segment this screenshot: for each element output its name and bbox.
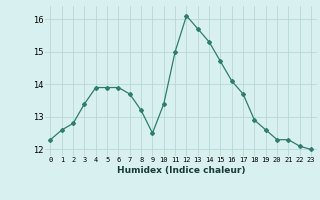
X-axis label: Humidex (Indice chaleur): Humidex (Indice chaleur) — [116, 166, 245, 175]
